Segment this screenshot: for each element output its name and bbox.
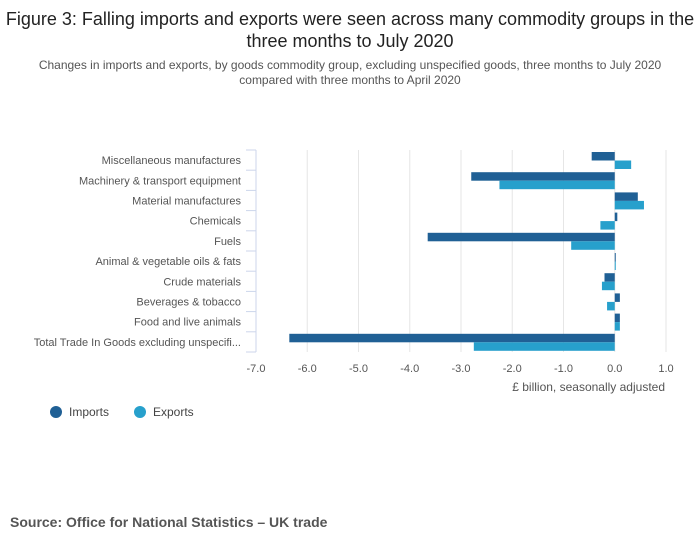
bar-imports[interactable] — [614, 293, 620, 302]
x-tick-label: -4.0 — [400, 363, 419, 375]
x-tick-label: -2.0 — [503, 363, 522, 375]
bar-exports[interactable] — [473, 342, 615, 351]
category-label: Food and live animals — [134, 317, 242, 329]
x-tick-label: 1.0 — [658, 363, 673, 375]
legend-label-imports[interactable]: Imports — [69, 405, 109, 419]
category-label: Beverages & tobacco — [136, 297, 241, 309]
x-tick-label: -5.0 — [349, 363, 368, 375]
bar-exports[interactable] — [614, 322, 620, 331]
bar-exports[interactable] — [614, 200, 644, 210]
bar-exports[interactable] — [607, 301, 615, 311]
bar-chart: Miscellaneous manufactures Machinery & tr… — [34, 149, 674, 419]
category-label: Crude materials — [163, 276, 241, 288]
bar-imports[interactable] — [614, 212, 618, 222]
bar-exports[interactable] — [614, 261, 616, 271]
bar-imports[interactable] — [591, 152, 615, 161]
x-tick-labels: -7.0 -6.0 -5.0 -4.0 -3.0 -2.0 -1.0 0.0 1.0 — [247, 363, 674, 375]
bar-exports[interactable] — [499, 180, 615, 190]
bar-imports[interactable] — [427, 232, 615, 242]
category-label: Material manufactures — [132, 196, 241, 208]
chart-title: Figure 3: Falling imports and exports we… — [5, 9, 695, 51]
source-note: Source: Office for National Statistics –… — [10, 514, 328, 530]
x-axis-label: £ billion, seasonally adjusted — [512, 380, 665, 394]
legend-marker-imports[interactable] — [50, 406, 62, 418]
x-tick-label: -1.0 — [554, 363, 573, 375]
category-label: Total Trade In Goods excluding unspecifi… — [34, 337, 241, 349]
category-label: Miscellaneous manufactures — [102, 155, 242, 167]
x-tick-label: 0.0 — [607, 363, 622, 375]
bar-imports[interactable] — [289, 333, 615, 343]
bars — [289, 152, 644, 351]
bar-exports[interactable] — [614, 160, 632, 170]
x-tick-label: -3.0 — [452, 363, 471, 375]
bar-imports[interactable] — [471, 172, 615, 181]
category-label: Chemicals — [190, 216, 242, 228]
category-labels: Miscellaneous manufactures Machinery & tr… — [34, 155, 242, 349]
bar-imports[interactable] — [604, 273, 615, 282]
legend-marker-exports[interactable] — [134, 406, 146, 418]
bar-imports[interactable] — [614, 313, 620, 323]
category-label: Fuels — [214, 236, 241, 248]
legend: Imports Exports — [50, 405, 194, 419]
bar-imports[interactable] — [614, 253, 616, 262]
x-tick-label: -6.0 — [298, 363, 317, 375]
chart-subtitle: Changes in imports and exports, by goods… — [38, 58, 662, 87]
x-tick-label: -7.0 — [247, 363, 266, 375]
category-label: Machinery & transport equipment — [79, 175, 241, 187]
legend-label-exports[interactable]: Exports — [153, 405, 194, 419]
bar-imports[interactable] — [614, 192, 638, 201]
bar-exports[interactable] — [571, 241, 615, 250]
bar-exports[interactable] — [600, 221, 615, 230]
bar-exports[interactable] — [601, 281, 615, 291]
category-label: Animal & vegetable oils & fats — [95, 256, 241, 268]
